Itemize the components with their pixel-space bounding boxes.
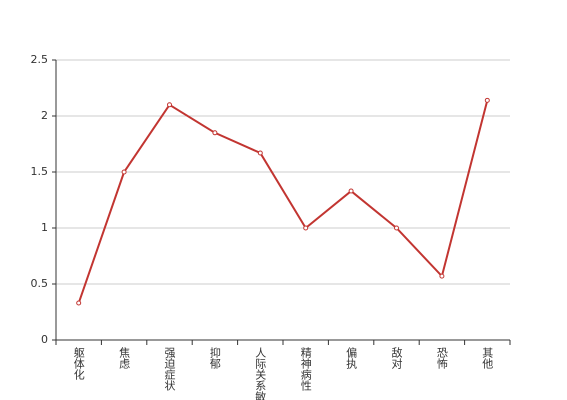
y-tick-label: 2: [41, 109, 48, 122]
x-tick-label: 敌对: [390, 346, 403, 369]
x-tick-label: 抑郁: [208, 346, 221, 369]
x-tick-label: 焦虑: [118, 347, 131, 369]
x-tick-label: 人际关系敏感: [254, 347, 267, 400]
point: [484, 97, 490, 103]
y-tick-label: 2.5: [31, 53, 49, 66]
x-tick-label: 躯体化: [72, 347, 85, 381]
x-tick-label: 精神病性: [299, 347, 312, 392]
y-tick-label: 1: [41, 221, 48, 234]
x-tick-label: 强迫症状: [163, 347, 176, 391]
point: [121, 169, 127, 175]
point: [303, 225, 309, 231]
point: [257, 150, 263, 156]
y-tick-label: 0.5: [31, 277, 49, 290]
point: [394, 225, 399, 231]
point: [212, 130, 218, 136]
point: [76, 300, 82, 306]
y-tick-label: 1.5: [31, 165, 49, 178]
point: [167, 102, 172, 108]
point: [348, 188, 354, 194]
point: [439, 273, 445, 279]
x-tick-label: 恐怖: [435, 347, 448, 369]
x-tick-label: 偏执: [345, 346, 358, 370]
line: [77, 100, 489, 304]
y-tick-label: 0: [41, 333, 48, 346]
x-tick-label: 其他: [481, 347, 494, 369]
